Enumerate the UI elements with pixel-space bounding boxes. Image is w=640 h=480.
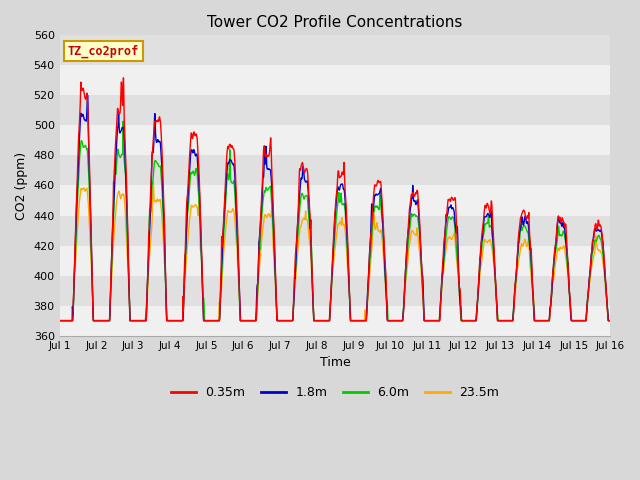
Bar <box>60 185 611 216</box>
Bar <box>60 36 611 65</box>
Bar <box>60 306 611 336</box>
Bar <box>60 216 611 246</box>
Bar <box>60 65 611 96</box>
Text: TZ_co2prof: TZ_co2prof <box>68 44 139 58</box>
Bar <box>60 246 611 276</box>
Bar <box>60 96 611 125</box>
Bar <box>60 125 611 156</box>
X-axis label: Time: Time <box>319 356 351 369</box>
Y-axis label: CO2 (ppm): CO2 (ppm) <box>15 151 28 219</box>
Bar <box>60 156 611 185</box>
Title: Tower CO2 Profile Concentrations: Tower CO2 Profile Concentrations <box>207 15 463 30</box>
Bar <box>60 276 611 306</box>
Legend: 0.35m, 1.8m, 6.0m, 23.5m: 0.35m, 1.8m, 6.0m, 23.5m <box>166 382 504 405</box>
